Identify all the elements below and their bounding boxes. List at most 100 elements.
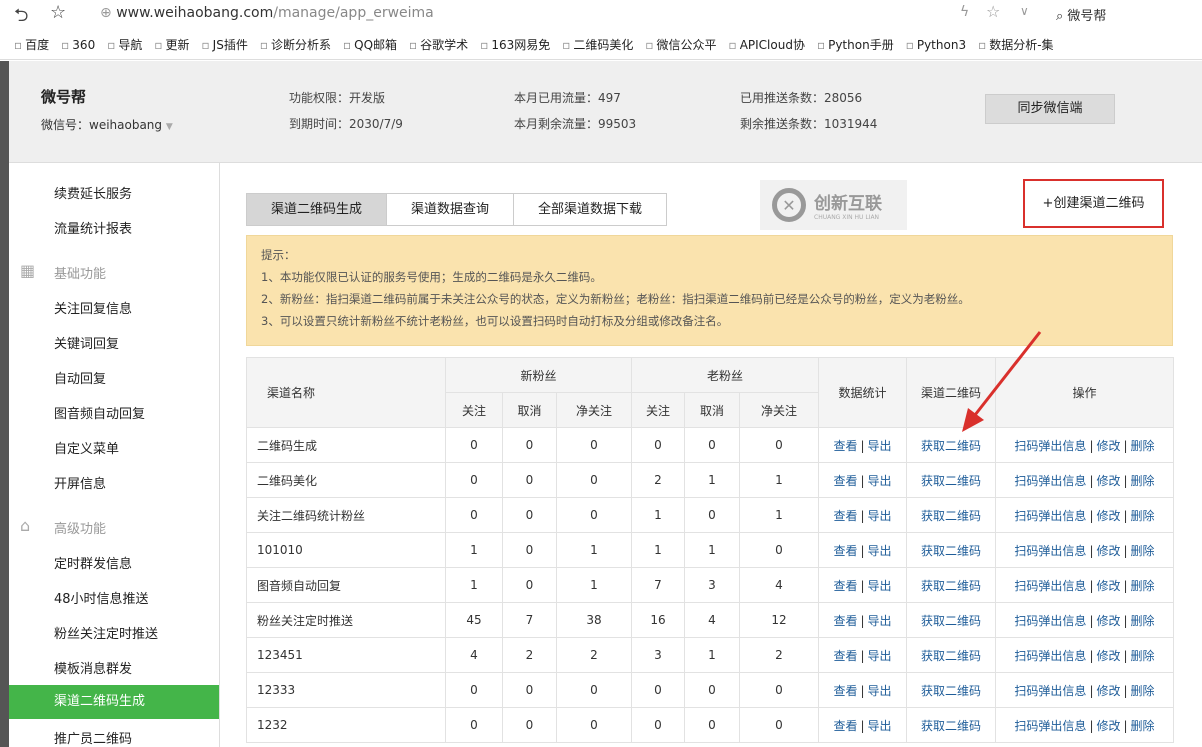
lightning-icon[interactable]: ϟ [960,4,970,20]
sidebar-item[interactable]: 48小时信息推送 [54,592,149,607]
favorite-icon[interactable]: ☆ [986,2,1001,21]
delete-link[interactable]: 删除 [1130,683,1155,698]
stats-cell: 查看 | 导出 [818,637,907,673]
popup-info-link[interactable]: 扫码弹出信息 [1014,683,1087,698]
edit-link[interactable]: 修改 [1096,578,1121,593]
view-link[interactable]: 查看 [833,508,858,523]
sidebar-item[interactable]: 推广员二维码 [54,732,133,747]
popup-info-link[interactable]: 扫码弹出信息 [1014,718,1087,733]
delete-link[interactable]: 删除 [1130,648,1155,663]
get-qrcode-link[interactable]: 获取二维码 [920,718,981,733]
edit-link[interactable]: 修改 [1096,648,1121,663]
get-qrcode-link[interactable]: 获取二维码 [920,683,981,698]
sidebar-item[interactable]: 流量统计报表 [54,222,133,237]
delete-link[interactable]: 删除 [1130,473,1155,488]
back-icon[interactable]: ⮌ [14,5,29,26]
edit-link[interactable]: 修改 [1096,508,1121,523]
sidebar-item[interactable]: 粉丝关注定时推送 [54,627,159,642]
get-qrcode-link[interactable]: 获取二维码 [920,473,981,488]
bookmark-item[interactable]: ▫ 二维码美化 [562,36,633,53]
bookmark-item[interactable]: ▫ JS插件 [202,36,248,53]
delete-link[interactable]: 删除 [1130,438,1155,453]
popup-info-link[interactable]: 扫码弹出信息 [1014,473,1087,488]
edit-link[interactable]: 修改 [1096,613,1121,628]
bookmark-item[interactable]: ▫ APICloud协 [729,36,805,53]
popup-info-link[interactable]: 扫码弹出信息 [1014,438,1087,453]
url-field[interactable]: ⊕ www.weihaobang.com/manage/app_erweima [100,5,434,21]
delete-link[interactable]: 删除 [1130,578,1155,593]
delete-link[interactable]: 删除 [1130,508,1155,523]
view-link[interactable]: 查看 [833,543,858,558]
sidebar-item[interactable]: 定时群发信息 [54,557,133,572]
sidebar-item[interactable]: 开屏信息 [54,477,107,492]
export-link[interactable]: 导出 [867,718,892,733]
tab[interactable]: 渠道二维码生成 [247,194,388,225]
channel-name: 图音频自动回复 [246,567,446,603]
popup-info-link[interactable]: 扫码弹出信息 [1014,543,1087,558]
get-qrcode-link[interactable]: 获取二维码 [920,578,981,593]
edit-link[interactable]: 修改 [1096,438,1121,453]
edit-link[interactable]: 修改 [1096,543,1121,558]
get-qrcode-link[interactable]: 获取二维码 [920,438,981,453]
view-link[interactable]: 查看 [833,613,858,628]
export-link[interactable]: 导出 [867,438,892,453]
search-box[interactable]: ⌕ 微号帮 [1056,9,1107,24]
tab[interactable]: 渠道数据查询 [387,194,515,225]
export-link[interactable]: 导出 [867,543,892,558]
view-link[interactable]: 查看 [833,438,858,453]
bookmark-item[interactable]: ▫ Python3 [906,38,966,52]
ops-cell: 扫码弹出信息 | 修改 | 删除 [995,567,1174,603]
export-link[interactable]: 导出 [867,613,892,628]
account-select[interactable]: 微信号：weihaobang ▼ [41,116,173,133]
sidebar-item[interactable]: 渠道二维码生成 [9,685,219,719]
delete-link[interactable]: 删除 [1130,718,1155,733]
bookmark-item[interactable]: ▫ 数据分析-集 [978,36,1053,53]
sidebar-item[interactable]: 续费延长服务 [54,187,133,202]
tab[interactable]: 全部渠道数据下载 [514,194,667,225]
delete-link[interactable]: 删除 [1130,613,1155,628]
sidebar-item[interactable]: 模板消息群发 [54,662,133,677]
get-qrcode-link[interactable]: 获取二维码 [920,613,981,628]
export-link[interactable]: 导出 [867,683,892,698]
export-link[interactable]: 导出 [867,473,892,488]
stats-cell: 查看 | 导出 [818,672,907,708]
chevron-down-icon[interactable]: ∨ [1020,4,1029,18]
view-link[interactable]: 查看 [833,718,858,733]
sidebar-item[interactable]: 自动回复 [54,372,107,387]
bookmark-item[interactable]: ▫ 导航 [107,36,142,53]
edit-link[interactable]: 修改 [1096,473,1121,488]
delete-link[interactable]: 删除 [1130,543,1155,558]
edit-link[interactable]: 修改 [1096,718,1121,733]
bookmark-item[interactable]: ▫ 微信公众平 [645,36,716,53]
sync-wechat-button[interactable]: 同步微信端 [985,94,1115,124]
bookmark-item[interactable]: ▫ 谷歌学术 [409,36,468,53]
bookmark-item[interactable]: ▫ QQ邮箱 [343,36,397,53]
bookmark-item[interactable]: ▫ 163网易免 [480,36,550,53]
star-icon[interactable]: ☆ [50,2,67,23]
bookmark-item[interactable]: ▫ 360 [61,38,95,52]
edit-link[interactable]: 修改 [1096,683,1121,698]
popup-info-link[interactable]: 扫码弹出信息 [1014,578,1087,593]
bookmark-item[interactable]: ▫ 百度 [14,36,49,53]
export-link[interactable]: 导出 [867,508,892,523]
export-link[interactable]: 导出 [867,578,892,593]
popup-info-link[interactable]: 扫码弹出信息 [1014,648,1087,663]
sidebar-item[interactable]: 自定义菜单 [54,442,120,457]
popup-info-link[interactable]: 扫码弹出信息 [1014,508,1087,523]
view-link[interactable]: 查看 [833,648,858,663]
view-link[interactable]: 查看 [833,473,858,488]
bookmark-item[interactable]: ▫ Python手册 [817,36,894,53]
create-channel-qrcode-button[interactable]: +创建渠道二维码 [1023,179,1164,228]
export-link[interactable]: 导出 [867,648,892,663]
sidebar-item[interactable]: 关注回复信息 [54,302,133,317]
sidebar-item[interactable]: 图音频自动回复 [54,407,146,422]
view-link[interactable]: 查看 [833,683,858,698]
get-qrcode-link[interactable]: 获取二维码 [920,508,981,523]
bookmark-item[interactable]: ▫ 更新 [154,36,189,53]
get-qrcode-link[interactable]: 获取二维码 [920,543,981,558]
bookmark-item[interactable]: ▫ 诊断分析系 [260,36,331,53]
view-link[interactable]: 查看 [833,578,858,593]
get-qrcode-link[interactable]: 获取二维码 [920,648,981,663]
sidebar-item[interactable]: 关键词回复 [54,337,120,352]
popup-info-link[interactable]: 扫码弹出信息 [1014,613,1087,628]
